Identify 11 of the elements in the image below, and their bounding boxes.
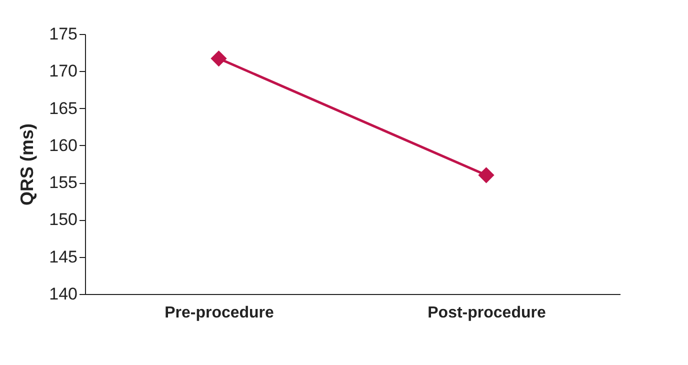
y-axis-title: QRS (ms) — [17, 123, 38, 206]
y-tick-label: 170 — [49, 62, 78, 81]
y-tick-label: 165 — [49, 98, 78, 118]
y-tick-label: 140 — [49, 284, 78, 304]
x-tick-label: Post-procedure — [428, 304, 546, 322]
y-tick-label: 160 — [49, 136, 78, 155]
y-tick-label: 145 — [49, 247, 78, 266]
y-tick-label: 150 — [49, 210, 78, 230]
y-tick-label: 175 — [49, 24, 78, 44]
y-tick-label: 155 — [49, 173, 78, 192]
x-tick-label: Pre-procedure — [164, 304, 274, 322]
